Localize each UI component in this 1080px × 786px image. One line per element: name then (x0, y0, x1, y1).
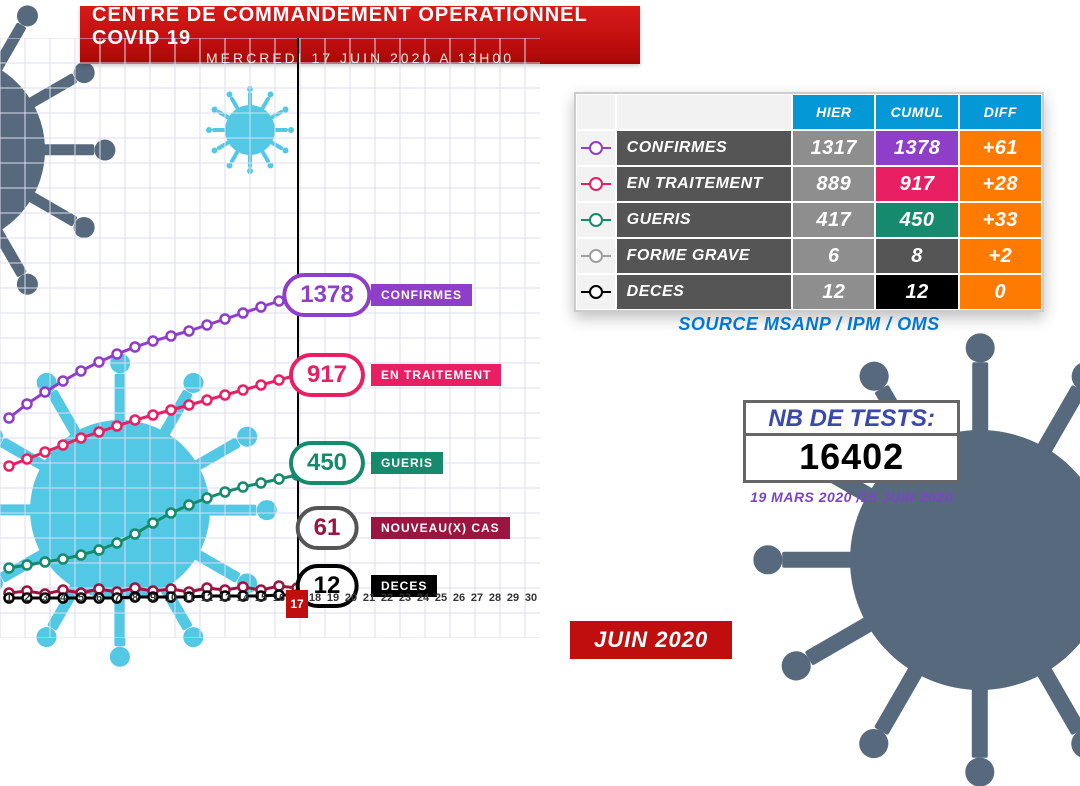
stats-header-spacer (576, 94, 616, 130)
chart-x-axis: 1234567891011121314151617181920212223242… (0, 592, 540, 604)
cumul-en_traitement: 917 (875, 166, 958, 202)
chart-lines (0, 38, 540, 638)
cumul-deces: 12 (875, 274, 958, 310)
stats-header-spacer2 (616, 94, 793, 130)
tests-title: NB DE TESTS: (743, 400, 960, 436)
hier-forme_grave: 6 (792, 238, 875, 274)
stats-row-gueris: GUERIS 417 450 +33 (576, 202, 1042, 238)
stats-source: SOURCE MSANP / IPM / OMS (574, 314, 1044, 335)
month-label: JUIN 2020 (570, 621, 732, 659)
marker-gueris (576, 202, 616, 238)
stats-row-forme_grave: FORME GRAVE 6 8 +2 (576, 238, 1042, 274)
label-en_traitement: EN TRAITEMENT (616, 166, 793, 202)
marker-deces (576, 274, 616, 310)
marker-forme_grave (576, 238, 616, 274)
bubble-nouveaux: 61 (296, 506, 359, 550)
tag-en_traitement: EN TRAITEMENT (371, 364, 501, 386)
stats-table: HIER CUMUL DIFF CONFIRMES 1317 1378 +61 … (574, 92, 1044, 312)
marker-confirmes (576, 130, 616, 166)
diff-deces: 0 (959, 274, 1042, 310)
stats-row-confirmes: CONFIRMES 1317 1378 +61 (576, 130, 1042, 166)
diff-gueris: +33 (959, 202, 1042, 238)
stats-row-deces: DECES 12 12 0 (576, 274, 1042, 310)
cumul-forme_grave: 8 (875, 238, 958, 274)
diff-forme_grave: +2 (959, 238, 1042, 274)
stats-header-diff: DIFF (959, 94, 1042, 130)
stats-row-en_traitement: EN TRAITEMENT 889 917 +28 (576, 166, 1042, 202)
tests-range: 19 MARS 2020 /15 JUIN 2020 (743, 489, 960, 505)
label-confirmes: CONFIRMES (616, 130, 793, 166)
stats-header-cumul: CUMUL (875, 94, 958, 130)
stats-header-hier: HIER (792, 94, 875, 130)
marker-en_traitement (576, 166, 616, 202)
hier-deces: 12 (792, 274, 875, 310)
hier-en_traitement: 889 (792, 166, 875, 202)
cumul-gueris: 450 (875, 202, 958, 238)
tests-value: 16402 (743, 436, 960, 483)
stats-body: CONFIRMES 1317 1378 +61 EN TRAITEMENT 88… (576, 130, 1042, 310)
cumul-confirmes: 1378 (875, 130, 958, 166)
tag-gueris: GUERIS (371, 452, 443, 474)
hier-confirmes: 1317 (792, 130, 875, 166)
tag-confirmes: CONFIRMES (371, 284, 472, 306)
label-gueris: GUERIS (616, 202, 793, 238)
bubble-gueris: 450 (289, 441, 365, 485)
hier-gueris: 417 (792, 202, 875, 238)
diff-en_traitement: +28 (959, 166, 1042, 202)
bubble-confirmes: 1378 (282, 273, 371, 317)
label-deces: DECES (616, 274, 793, 310)
diff-confirmes: +61 (959, 130, 1042, 166)
label-forme_grave: FORME GRAVE (616, 238, 793, 274)
tag-nouveaux: NOUVEAU(X) CAS (371, 517, 510, 539)
chart-area: 1378CONFIRMES 917 EN TRAITEMENT 450 GUERIS 61… (0, 38, 540, 638)
tests-box: NB DE TESTS: 16402 19 MARS 2020 /15 JUIN… (743, 400, 960, 505)
bubble-en_traitement: 917 (289, 353, 365, 397)
stats-header-row: HIER CUMUL DIFF (576, 94, 1042, 130)
today-marker: 17 (286, 590, 308, 618)
